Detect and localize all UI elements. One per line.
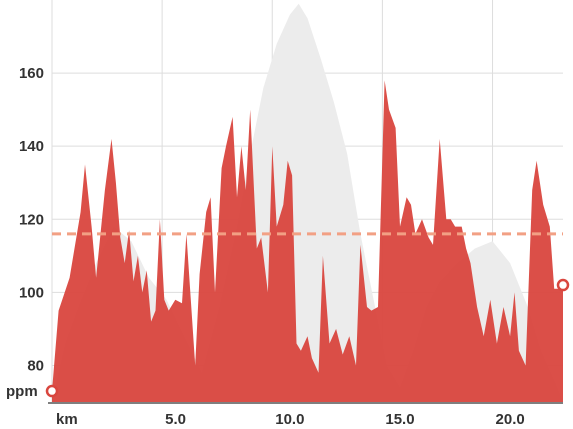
x-tick-label: 20.0 [496,411,525,428]
x-tick-labels: 5.0 10.0 15.0 20.0 [165,411,525,428]
y-tick-label: 100 [19,284,44,301]
y-tick-label: 160 [19,65,44,82]
endpoint-marker [45,384,59,398]
endpoint-marker [556,278,570,292]
y-axis-unit-label: ppm [6,383,38,400]
x-tick-label: 5.0 [165,411,186,428]
x-tick-label: 15.0 [385,411,414,428]
y-tick-label: 80 [27,357,44,374]
endpoint-markers [45,278,570,398]
x-tick-label: 10.0 [275,411,304,428]
x-axis-unit-label: km [56,411,78,428]
y-tick-labels: 80 100 120 140 160 [19,65,44,374]
y-tick-label: 140 [19,138,44,155]
series-area [52,80,563,403]
y-tick-label: 120 [19,211,44,228]
